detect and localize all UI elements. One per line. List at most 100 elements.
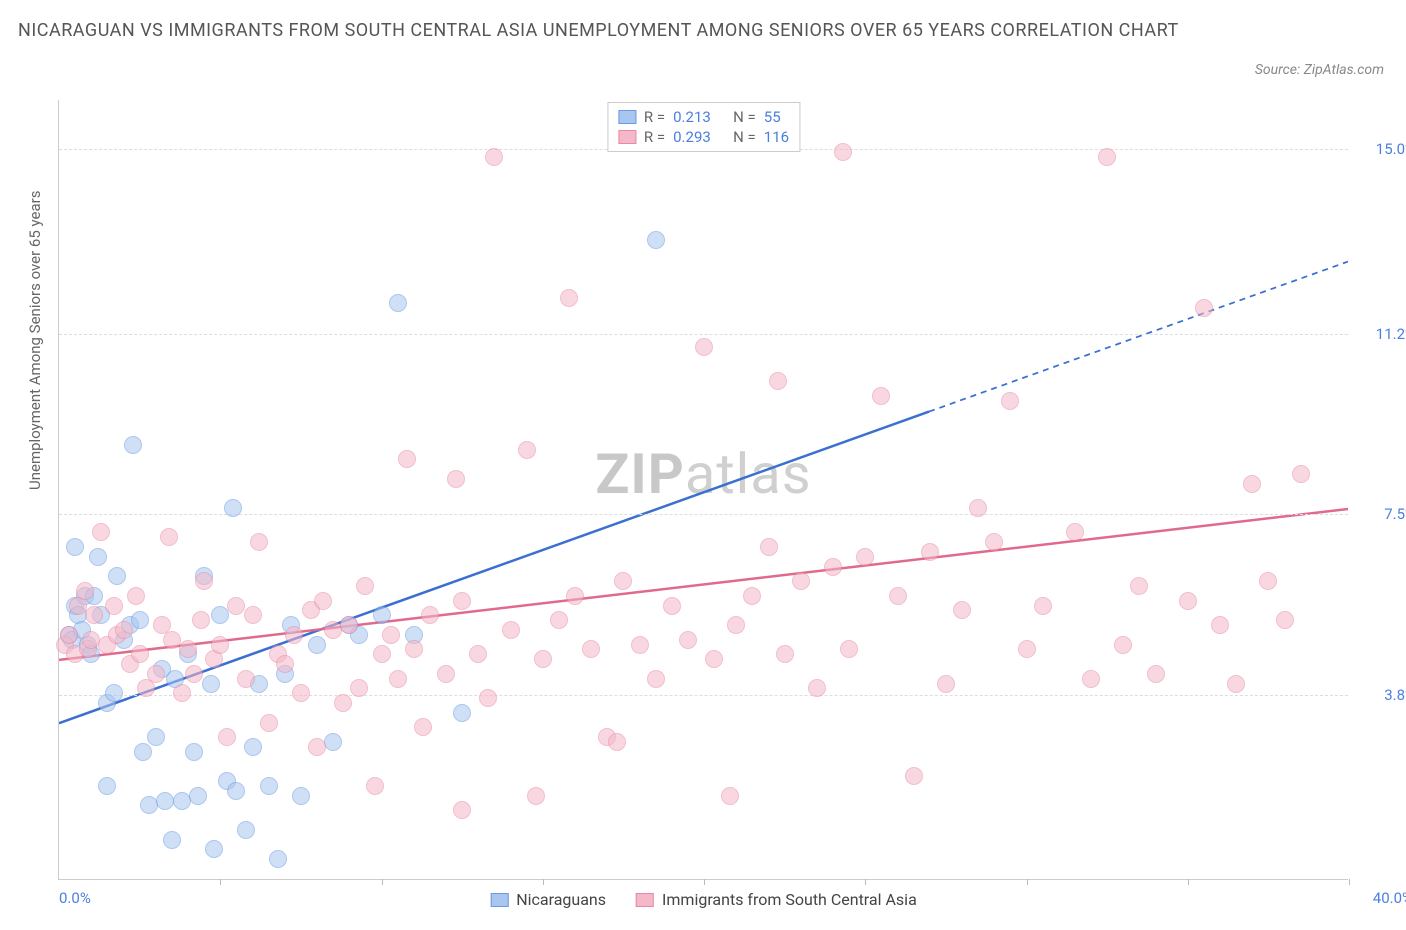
data-point-immigrants_sca <box>905 767 923 785</box>
x-tick <box>704 879 705 885</box>
data-point-immigrants_sca <box>179 640 197 658</box>
data-point-immigrants_sca <box>185 665 203 683</box>
data-point-immigrants_sca <box>485 148 503 166</box>
gridline <box>59 334 1348 335</box>
data-point-immigrants_sca <box>1195 299 1213 317</box>
data-point-immigrants_sca <box>163 631 181 649</box>
data-point-immigrants_sca <box>1211 616 1229 634</box>
data-point-immigrants_sca <box>105 597 123 615</box>
data-point-immigrants_sca <box>92 523 110 541</box>
r-label: R = <box>644 128 665 146</box>
data-point-immigrants_sca <box>60 626 78 644</box>
data-point-nicaraguans <box>389 294 407 312</box>
data-point-immigrants_sca <box>679 631 697 649</box>
source-label: Source: ZipAtlas.com <box>1255 62 1384 78</box>
data-point-immigrants_sca <box>382 626 400 644</box>
data-point-immigrants_sca <box>1098 148 1116 166</box>
data-point-immigrants_sca <box>792 572 810 590</box>
data-point-immigrants_sca <box>953 601 971 619</box>
data-point-immigrants_sca <box>663 597 681 615</box>
r-value: 0.213 <box>673 108 725 126</box>
data-point-immigrants_sca <box>389 670 407 688</box>
data-point-immigrants_sca <box>534 650 552 668</box>
data-point-nicaraguans <box>66 538 84 556</box>
data-point-immigrants_sca <box>479 689 497 707</box>
data-point-immigrants_sca <box>1001 392 1019 410</box>
data-point-immigrants_sca <box>937 675 955 693</box>
data-point-nicaraguans <box>124 436 142 454</box>
data-point-immigrants_sca <box>195 572 213 590</box>
data-point-immigrants_sca <box>1243 475 1261 493</box>
data-point-immigrants_sca <box>502 621 520 639</box>
data-point-immigrants_sca <box>453 592 471 610</box>
data-point-nicaraguans <box>202 675 220 693</box>
data-point-immigrants_sca <box>614 572 632 590</box>
data-point-immigrants_sca <box>414 718 432 736</box>
legend-label-immigrants_sca: Immigrants from South Central Asia <box>662 890 917 909</box>
data-point-nicaraguans <box>211 606 229 624</box>
x-tick <box>1027 879 1028 885</box>
data-point-immigrants_sca <box>192 611 210 629</box>
data-point-immigrants_sca <box>373 645 391 663</box>
data-point-immigrants_sca <box>721 787 739 805</box>
x-tick <box>1349 879 1350 885</box>
data-point-immigrants_sca <box>398 450 416 468</box>
data-point-immigrants_sca <box>985 533 1003 551</box>
data-point-immigrants_sca <box>314 592 332 610</box>
data-point-nicaraguans <box>260 777 278 795</box>
data-point-immigrants_sca <box>1179 592 1197 610</box>
bottom-legend: NicaraguansImmigrants from South Central… <box>490 890 917 909</box>
legend-item-immigrants_sca: Immigrants from South Central Asia <box>636 890 917 909</box>
data-point-immigrants_sca <box>292 684 310 702</box>
data-point-immigrants_sca <box>824 558 842 576</box>
data-point-nicaraguans <box>147 728 165 746</box>
data-point-immigrants_sca <box>518 441 536 459</box>
r-value: 0.293 <box>673 128 725 146</box>
data-point-immigrants_sca <box>1227 675 1245 693</box>
data-point-immigrants_sca <box>76 582 94 600</box>
data-point-immigrants_sca <box>808 679 826 697</box>
data-point-immigrants_sca <box>695 338 713 356</box>
data-point-immigrants_sca <box>1082 670 1100 688</box>
data-point-immigrants_sca <box>566 587 584 605</box>
data-point-nicaraguans <box>237 821 255 839</box>
chart-title: NICARAGUAN VS IMMIGRANTS FROM SOUTH CENT… <box>18 18 1306 43</box>
watermark: ZIPatlas <box>595 441 811 507</box>
data-point-nicaraguans <box>98 777 116 795</box>
data-point-immigrants_sca <box>872 387 890 405</box>
data-point-immigrants_sca <box>131 645 149 663</box>
data-point-nicaraguans <box>373 606 391 624</box>
data-point-immigrants_sca <box>631 636 649 654</box>
data-point-immigrants_sca <box>340 616 358 634</box>
data-point-nicaraguans <box>134 743 152 761</box>
data-point-nicaraguans <box>185 743 203 761</box>
data-point-immigrants_sca <box>1276 611 1294 629</box>
data-point-immigrants_sca <box>834 143 852 161</box>
data-point-nicaraguans <box>244 738 262 756</box>
data-point-immigrants_sca <box>147 665 165 683</box>
data-point-nicaraguans <box>227 782 245 800</box>
data-point-immigrants_sca <box>127 587 145 605</box>
trend-line-dash-nicaraguans <box>929 262 1348 412</box>
data-point-immigrants_sca <box>421 606 439 624</box>
data-point-immigrants_sca <box>743 587 761 605</box>
data-point-nicaraguans <box>308 636 326 654</box>
data-point-immigrants_sca <box>350 679 368 697</box>
data-point-immigrants_sca <box>453 801 471 819</box>
data-point-nicaraguans <box>224 499 242 517</box>
data-point-immigrants_sca <box>582 640 600 658</box>
data-point-immigrants_sca <box>115 621 133 639</box>
gridline <box>59 695 1348 696</box>
x-tick <box>543 879 544 885</box>
data-point-nicaraguans <box>105 684 123 702</box>
data-point-immigrants_sca <box>647 670 665 688</box>
data-point-immigrants_sca <box>527 787 545 805</box>
data-point-immigrants_sca <box>469 645 487 663</box>
trend-line-immigrants_sca <box>59 509 1348 660</box>
data-point-immigrants_sca <box>840 640 858 658</box>
data-point-immigrants_sca <box>160 528 178 546</box>
data-point-nicaraguans <box>189 787 207 805</box>
gridline <box>59 514 1348 515</box>
data-point-immigrants_sca <box>437 665 455 683</box>
data-point-immigrants_sca <box>550 611 568 629</box>
